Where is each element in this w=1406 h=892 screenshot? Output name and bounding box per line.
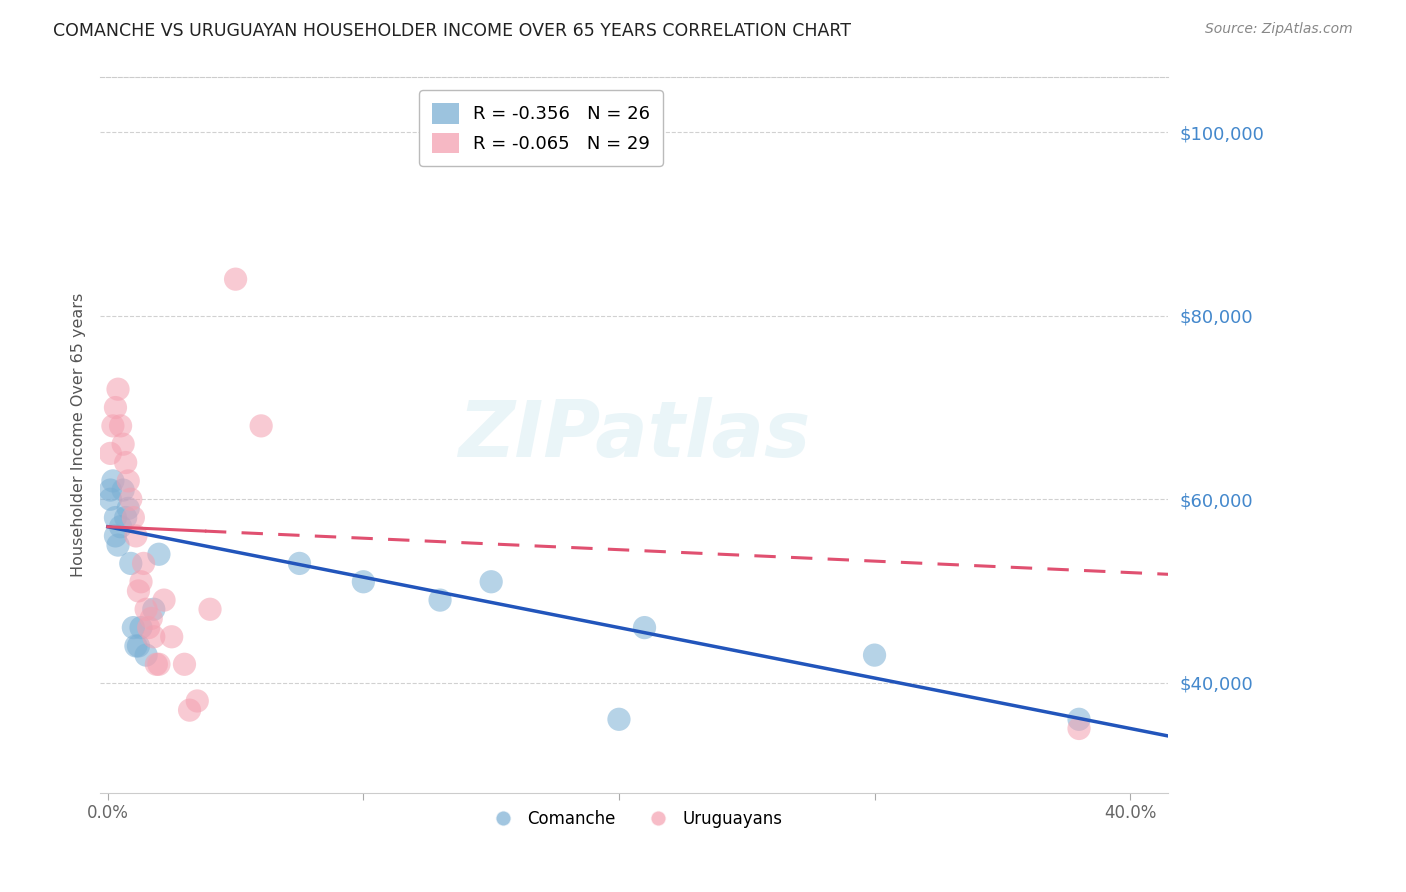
Comanche [101, 474, 124, 488]
Comanche [479, 574, 502, 589]
Comanche [429, 593, 451, 607]
Comanche [120, 557, 142, 571]
Comanche [288, 557, 311, 571]
Comanche [142, 602, 165, 616]
Comanche [114, 510, 136, 524]
Uruguayans [173, 657, 195, 672]
Uruguayans [98, 446, 121, 460]
Uruguayans [112, 437, 135, 451]
Comanche [117, 501, 139, 516]
Comanche [104, 529, 127, 543]
Y-axis label: Householder Income Over 65 years: Householder Income Over 65 years [72, 293, 86, 577]
Uruguayans [198, 602, 221, 616]
Uruguayans [104, 401, 127, 415]
Uruguayans [114, 456, 136, 470]
Uruguayans [129, 574, 152, 589]
Uruguayans [122, 510, 145, 524]
Uruguayans [153, 593, 176, 607]
Uruguayans [138, 621, 160, 635]
Uruguayans [250, 418, 273, 433]
Text: COMANCHE VS URUGUAYAN HOUSEHOLDER INCOME OVER 65 YEARS CORRELATION CHART: COMANCHE VS URUGUAYAN HOUSEHOLDER INCOME… [53, 22, 852, 40]
Uruguayans [179, 703, 201, 717]
Comanche [104, 510, 127, 524]
Uruguayans [101, 418, 124, 433]
Comanche [863, 648, 886, 662]
Comanche [98, 492, 121, 507]
Comanche [110, 520, 132, 534]
Uruguayans [142, 630, 165, 644]
Uruguayans [132, 557, 155, 571]
Comanche [127, 639, 149, 653]
Uruguayans [125, 529, 148, 543]
Uruguayans [1067, 722, 1090, 736]
Uruguayans [110, 418, 132, 433]
Legend: Comanche, Uruguayans: Comanche, Uruguayans [479, 803, 789, 834]
Comanche [125, 639, 148, 653]
Comanche [607, 712, 630, 726]
Uruguayans [145, 657, 167, 672]
Comanche [107, 538, 129, 552]
Uruguayans [186, 694, 208, 708]
Uruguayans [127, 583, 149, 598]
Comanche [112, 483, 135, 497]
Uruguayans [148, 657, 170, 672]
Uruguayans [120, 492, 142, 507]
Comanche [122, 621, 145, 635]
Uruguayans [141, 611, 163, 625]
Uruguayans [117, 474, 139, 488]
Comanche [352, 574, 374, 589]
Uruguayans [160, 630, 183, 644]
Comanche [98, 483, 121, 497]
Comanche [135, 648, 157, 662]
Uruguayans [135, 602, 157, 616]
Text: ZIPatlas: ZIPatlas [458, 397, 810, 473]
Uruguayans [225, 272, 247, 286]
Comanche [633, 621, 655, 635]
Comanche [148, 547, 170, 561]
Comanche [1067, 712, 1090, 726]
Comanche [129, 621, 152, 635]
Text: Source: ZipAtlas.com: Source: ZipAtlas.com [1205, 22, 1353, 37]
Uruguayans [107, 382, 129, 396]
